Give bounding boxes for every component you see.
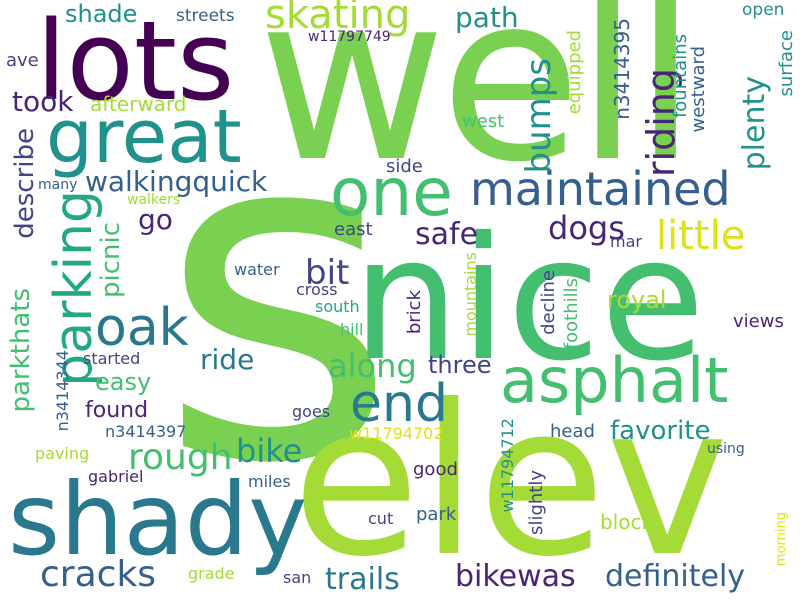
word-surface: surface [776, 30, 797, 97]
word-bumps: bumps [519, 58, 559, 174]
word-found: found [85, 398, 149, 423]
word-cracks: cracks [40, 554, 157, 595]
word-good: good [413, 459, 458, 480]
word-slightly: slightly [526, 470, 547, 535]
word-ride: ride [200, 343, 255, 376]
word-bikewas: bikewas [455, 559, 576, 594]
word-trails: trails [325, 562, 400, 597]
word-plenty: plenty [737, 76, 772, 171]
word-w11794702: w11794702 [349, 424, 444, 443]
word-one: one [330, 154, 453, 231]
word-san: san [283, 568, 312, 587]
word-side: side [386, 156, 423, 177]
word-block: block [600, 510, 654, 534]
word-three: three [428, 351, 492, 379]
word-w11794712: w11794712 [498, 418, 517, 513]
word-bike: bike [236, 432, 303, 470]
word-park: park [416, 504, 457, 525]
word-cross: cross [296, 280, 338, 299]
word-end: end [350, 374, 448, 434]
word-path: path [455, 1, 519, 34]
word-brick: brick [404, 290, 425, 335]
word-grade: grade [188, 564, 235, 583]
word-well: well [258, 0, 697, 213]
word-streets: streets [176, 6, 235, 26]
word-shady: shady [8, 461, 308, 578]
word-along: along [328, 347, 417, 385]
word-head: head [550, 421, 595, 442]
word-picnic: picnic [96, 222, 126, 299]
word-parkthats: parkthats [6, 288, 36, 413]
word-safe: safe [415, 217, 479, 252]
word-easy: easy [95, 368, 152, 396]
word-walkers: walkers [127, 192, 181, 208]
word-shade: shade [65, 0, 138, 28]
word-ave: ave [6, 50, 39, 71]
word-started: started [83, 349, 141, 368]
word-cut: cut [368, 509, 394, 528]
word-views: views [733, 311, 784, 332]
word-hill: hill [340, 320, 364, 339]
word-describe: describe [10, 128, 40, 239]
word-oak: oak [95, 298, 189, 358]
word-s: s [158, 29, 398, 564]
word-royal: royal [607, 286, 667, 314]
word-n3414395: n3414395 [610, 18, 634, 120]
word-elev: elev [292, 361, 729, 600]
word-dogs: dogs [548, 209, 625, 247]
word-water: water [234, 260, 280, 279]
word-maintained: maintained [470, 162, 731, 216]
word-little: little [656, 213, 746, 259]
word-skating: skating [265, 0, 411, 38]
word-goes: goes [292, 402, 331, 421]
word-took: took [12, 85, 74, 118]
word-decline: decline [538, 270, 559, 335]
word-south: south [315, 297, 360, 316]
word-mar: mar [610, 232, 642, 251]
word-west: west [462, 111, 505, 132]
word-n3414344: n3414344 [53, 350, 72, 432]
word-open: open [742, 0, 785, 20]
word-nice: nice [352, 201, 706, 399]
word-afterward: afterward [90, 92, 187, 116]
word-equipped: equipped [564, 30, 585, 115]
word-n3414397: n3414397 [105, 422, 187, 441]
word-bit: bit [305, 253, 350, 293]
word-rough: rough [128, 437, 233, 478]
word-using: using [707, 441, 745, 457]
word-favorite: favorite [610, 416, 711, 446]
word-many: many [38, 177, 78, 193]
word-morning: morning [774, 512, 789, 567]
word-mountains: mountains [461, 252, 480, 337]
word-asphalt: asphalt [500, 344, 729, 417]
word-gabriel: gabriel [88, 467, 144, 486]
word-westward: westward [688, 46, 709, 133]
word-go: go [138, 203, 173, 236]
word-foothills: foothills [561, 278, 582, 350]
word-east: east [334, 219, 373, 240]
word-miles: miles [248, 472, 291, 491]
word-lots: lots [36, 0, 235, 125]
word-walkingquick: walkingquick [85, 165, 268, 198]
word-definitely: definitely [605, 559, 746, 594]
word-paving: paving [35, 444, 90, 463]
word-w11797749: w11797749 [308, 29, 391, 45]
word-great: great [46, 94, 242, 180]
